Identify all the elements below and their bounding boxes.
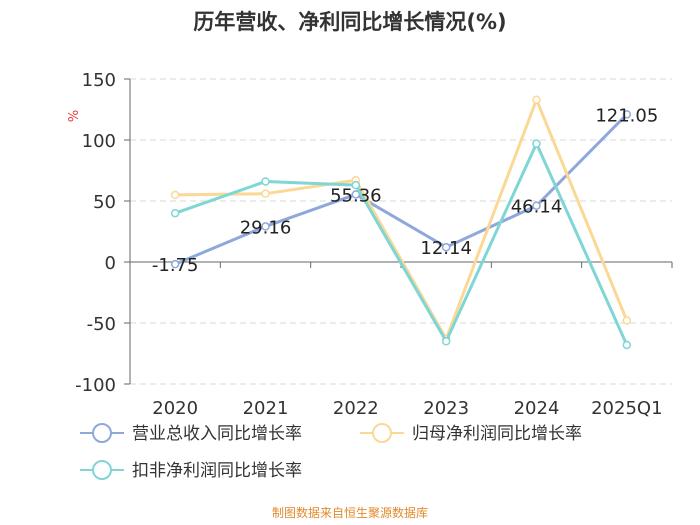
series-lines <box>170 95 632 350</box>
y-tick-label: 100 <box>82 131 116 152</box>
data-point <box>170 208 180 218</box>
chart-title: 历年营收、净利同比增长情况(%) <box>193 10 507 34</box>
data-point <box>351 190 361 199</box>
legend-label: 扣非净利润同比增长率 <box>132 461 302 481</box>
grid-lines <box>130 78 672 385</box>
x-tick-label: 2022 <box>333 398 379 419</box>
data-point <box>261 189 270 198</box>
data-label: -1.75 <box>152 255 199 276</box>
data-point <box>441 242 451 252</box>
legend-marker <box>372 423 392 443</box>
x-tick-label: 2021 <box>243 398 289 419</box>
source-footnote: 制图数据来自恒生聚源数据库 <box>271 506 428 520</box>
data-label: 121.05 <box>595 105 658 126</box>
data-point <box>261 177 270 186</box>
x-tick-label: 2025Q1 <box>591 398 662 419</box>
data-label: 29.16 <box>240 217 292 238</box>
data-point <box>532 139 541 148</box>
data-point <box>351 180 361 190</box>
x-tick-label: 2020 <box>152 398 198 419</box>
series-line <box>174 142 629 346</box>
legend-label: 归母净利润同比增长率 <box>412 424 582 444</box>
data-label: 12.14 <box>420 238 472 259</box>
series-line <box>175 98 629 341</box>
data-point <box>622 340 632 350</box>
data-point <box>622 316 632 325</box>
y-tick-label: 0 <box>105 253 116 274</box>
legend-marker <box>92 423 112 443</box>
axes: 150 100 50 0 -50 -100 2020 2021 2022 2023 2024 2025… <box>67 70 673 419</box>
legend-label: 营业总收入同比增长率 <box>132 424 302 444</box>
y-tick-label: -50 <box>87 314 116 335</box>
data-point <box>532 201 541 210</box>
data-label: 46.14 <box>511 197 563 218</box>
data-point <box>532 95 541 104</box>
data-point <box>170 190 180 200</box>
x-tick-label: 2024 <box>514 398 560 419</box>
series-line <box>174 113 628 266</box>
data-point <box>170 259 180 269</box>
data-point <box>441 337 451 346</box>
data-point <box>622 110 632 119</box>
y-tick-label: 150 <box>82 70 116 91</box>
data-labels: -1.75 29.16 55.36 12.14 46.14 121.05 <box>152 105 658 276</box>
legend-item: 营业总收入同比增长率 <box>80 423 302 444</box>
y-axis-unit: % <box>67 110 82 122</box>
x-tick-label: 2023 <box>423 398 469 419</box>
y-tick-label: 50 <box>93 192 116 213</box>
data-label: 55.36 <box>330 185 382 206</box>
y-tick-label: -100 <box>75 375 116 396</box>
legend-item: 归母净利润同比增长率 <box>360 423 582 444</box>
legend-item: 扣非净利润同比增长率 <box>80 460 302 481</box>
data-point <box>261 222 270 231</box>
legend-marker <box>92 460 112 480</box>
